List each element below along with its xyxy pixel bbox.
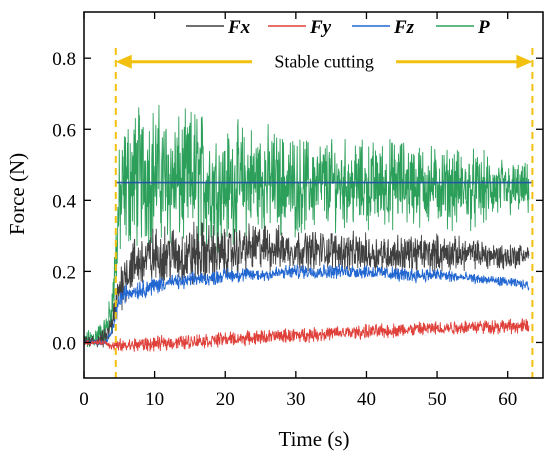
series-line-fy: [83, 317, 530, 352]
x-tick-label: 40: [357, 389, 376, 410]
y-tick-label: 0.6: [52, 120, 76, 141]
y-tick-label: 0.2: [52, 262, 76, 283]
x-axis-title: Time (s): [279, 427, 350, 451]
stable-arrowhead-left: [115, 54, 132, 69]
legend-label-fx: Fx: [227, 17, 251, 38]
series-line-p: [83, 104, 530, 348]
series-line-fx: [83, 221, 530, 348]
annotation-layer: Stable cutting: [114, 48, 534, 378]
x-tick-label: 0: [79, 389, 89, 410]
y-tick-label: 0.4: [52, 191, 76, 212]
x-tick-label: 30: [286, 389, 305, 410]
axis-layer: 0 10 20 30 40 50 60 0.0 0.2 0.4 0.6 0.8: [52, 11, 544, 410]
series-layer: [83, 104, 530, 352]
stable-arrowhead-right: [516, 54, 533, 69]
legend-label-p: P: [477, 17, 490, 38]
x-tick-label: 50: [428, 389, 447, 410]
series-line-fz: [83, 263, 530, 346]
y-axis-title: Force (N): [5, 153, 29, 235]
legend-label-fy: Fy: [309, 17, 332, 38]
y-tick-label: 0.8: [52, 49, 76, 70]
x-tick-label: 10: [145, 389, 164, 410]
y-tick-label: 0.0: [52, 333, 76, 354]
legend: Fx Fy Fz P: [186, 17, 490, 38]
x-tick-label: 60: [498, 389, 517, 410]
stable-cutting-label: Stable cutting: [274, 52, 373, 72]
plot-frame: [83, 11, 544, 379]
x-tick-label: 20: [216, 389, 235, 410]
legend-label-fz: Fz: [393, 17, 415, 38]
